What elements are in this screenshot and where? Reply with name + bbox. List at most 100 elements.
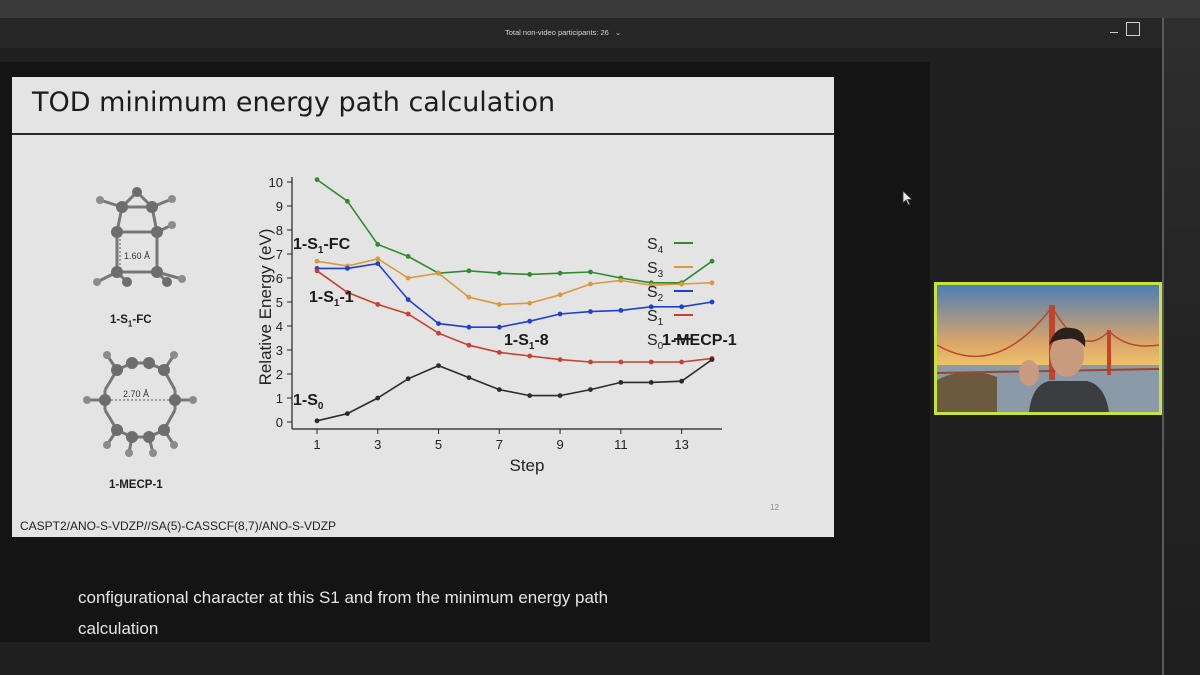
x-tick-label: 7 [496,437,503,452]
data-point-s0 [588,387,593,392]
y-tick-label: 8 [276,223,283,238]
molecule-1-label: 1-S1-FC [110,314,152,329]
data-point-s2 [588,309,593,314]
participants-label: Total non-video participants: 26 [505,28,609,37]
data-point-s0 [436,363,441,368]
molecule-2-structure: 2.70 Å [83,351,197,457]
y-tick-label: 3 [276,343,283,358]
data-point-s3 [496,302,502,307]
y-tick-label: 2 [276,367,283,382]
y-tick-label: 4 [276,319,283,334]
data-point-s4 [588,269,593,275]
y-tick-label: 0 [276,415,283,430]
data-point-s0 [557,393,563,398]
data-point-s3 [405,275,411,281]
data-point-s0 [344,411,350,416]
data-point-s2 [709,299,715,305]
participant-video-feed [937,285,1159,412]
presentation-slide: TOD minimum energy path calculation [12,77,834,537]
annotation-label: 1-MECP-1 [662,332,737,349]
data-point-s3 [557,292,563,298]
data-point-s1 [344,290,350,295]
data-point-s1 [679,359,685,365]
series-line-s2 [317,262,713,328]
caption-line-1: configurational character at this S1 and… [78,588,609,607]
y-tick-label: 1 [276,391,283,406]
y-tick-group: 0 1 2 3 4 5 6 7 8 9 10 [269,175,292,430]
molecule-1-structure: 1.60 Å [93,187,186,287]
data-point-s4 [496,270,502,276]
series-line-s3 [316,257,713,306]
data-point-s0 [405,376,411,382]
molecule-1-bond-label: 1.60 Å [124,251,150,261]
data-point-s1 [588,359,593,365]
data-point-s3 [709,280,715,286]
data-point-s1 [436,330,441,336]
data-point-s0 [496,387,502,392]
molecule-2-label: 1-MECP-1 [109,479,163,491]
data-point-s0 [466,375,472,380]
x-tick-label: 1 [313,437,320,452]
window-controls [1108,22,1140,36]
x-tick-label: 5 [435,437,442,452]
data-point-s0 [527,393,533,398]
slide-title: TOD minimum energy path calculation [32,87,556,118]
data-point-s0 [648,380,654,385]
data-point-s3 [618,278,624,283]
data-point-s4 [314,177,320,182]
meeting-window: Total non-video participants: 26 ⌄ TOD mi… [0,18,1164,675]
data-point-s1 [648,359,654,365]
data-point-s3 [588,281,593,287]
data-point-s2 [344,266,350,271]
caption-line-2: calculation [78,619,159,638]
data-point-s1 [466,342,472,348]
series-line-s4 [316,178,713,284]
chevron-down-icon[interactable]: ⌄ [614,28,622,37]
mouse-cursor-icon [902,190,914,206]
y-axis-label: Relative Energy (eV) [256,229,275,386]
x-axis-label: Step [510,456,545,475]
participants-indicator[interactable]: Total non-video participants: 26 ⌄ [505,28,621,37]
y-tick-label: 9 [276,199,283,214]
series-line-s0 [316,358,713,422]
data-point-s3 [466,294,472,300]
x-tick-label: 9 [556,437,563,452]
data-point-s2 [618,308,624,313]
data-point-s2 [466,324,472,330]
y-tick-label: 10 [269,175,283,190]
data-point-s4 [405,254,411,259]
legend-label: S3 [647,260,664,280]
data-point-s0 [375,395,381,401]
maximize-button[interactable] [1126,22,1140,36]
legend-label: S2 [647,284,664,304]
data-point-s2 [496,324,502,330]
data-point-s4 [466,268,472,274]
title-divider [12,133,834,135]
data-point-s1 [375,302,381,307]
data-point-s3 [436,270,441,276]
data-point-s2 [527,318,533,324]
data-point-s4 [375,242,381,247]
data-point-s1 [527,353,533,359]
molecule-2-bond-label: 2.70 Å [123,389,149,399]
annotation-label: 1-S1-FC [293,236,351,256]
x-tick-label: 13 [674,437,688,452]
x-tick-label: 3 [374,437,381,452]
participant-video-tile[interactable] [934,282,1162,415]
annotation-group: 1-S1-FC 1-S1-1 1-S1-8 1-MECP-1 1-S0 [293,236,737,412]
data-point-s1 [557,357,563,362]
data-point-s2 [557,311,563,317]
y-tick-label: 5 [276,295,283,310]
x-tick-label: 11 [614,437,628,452]
data-point-s2 [679,304,685,310]
data-point-s1 [618,359,624,365]
data-point-s4 [344,198,350,204]
live-caption: configurational character at this S1 and… [78,582,718,644]
data-point-s3 [679,281,685,287]
series-group [314,177,715,424]
annotation-label: 1-S0 [293,392,324,412]
minimize-button[interactable] [1108,22,1120,34]
slide-page-number: 12 [770,503,779,512]
data-point-s4 [709,258,715,264]
data-point-s1 [496,350,502,355]
